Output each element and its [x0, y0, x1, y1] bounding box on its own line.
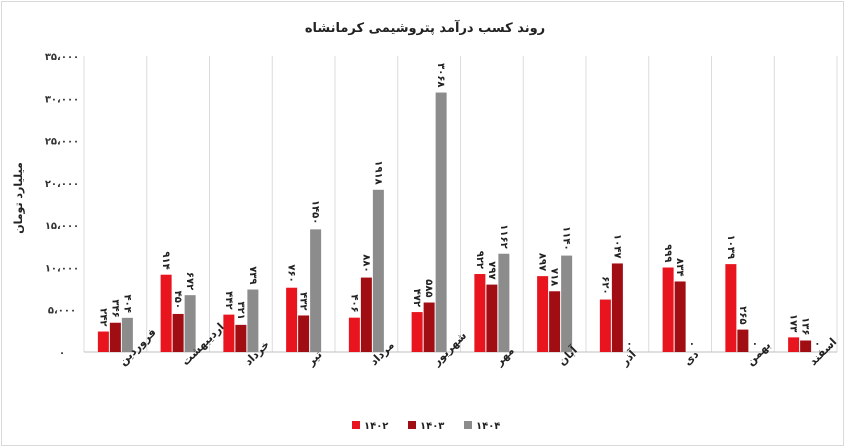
y-tick-label: ۰: [59, 348, 65, 359]
bar: [286, 287, 298, 352]
bar: [486, 284, 498, 352]
legend-label: ۱۴۰۳: [420, 421, 444, 432]
bar: [674, 281, 686, 352]
data-label: ۸۹۷: [537, 253, 548, 271]
bar: [611, 263, 623, 352]
bar: [223, 314, 235, 352]
data-label: ۳۲۱: [235, 302, 246, 320]
data-label: ۵۸۵: [423, 279, 434, 297]
bar: [184, 295, 196, 352]
bar: [247, 289, 259, 352]
data-label: ۴۷۲: [411, 289, 422, 307]
data-label: ۰: [686, 341, 697, 347]
legend-label: ۱۴۰۲: [364, 421, 388, 432]
data-label: ۴۴۲: [223, 291, 234, 309]
bar: [235, 324, 247, 352]
bar: [372, 189, 384, 352]
x-tick-label: شهریور: [429, 329, 469, 369]
plot-area: ۰ ۵،۰۰۰ ۱۰،۰۰۰ ۱۵،۰۰۰ ۲۰،۰۰۰ ۲۵،۰۰۰ ۳۰،۰۰۰ ۳۵،۰…: [45, 52, 839, 369]
data-label: ۴۰۴: [121, 295, 132, 313]
bar: [800, 340, 812, 352]
bar: [160, 274, 172, 352]
bar: [348, 317, 360, 352]
bar: [537, 276, 549, 352]
bar: [310, 229, 322, 352]
bar: [474, 274, 486, 352]
data-label: ۸۸۰: [360, 254, 371, 272]
data-label: ۰: [623, 341, 634, 347]
data-label: ۱۱۶۲: [498, 224, 509, 248]
data-label: ۲۶۵: [737, 306, 748, 324]
data-label: ۰: [749, 341, 760, 347]
y-tick-label: ۱۰،۰۰۰: [45, 263, 79, 274]
data-label: ۷۱۸: [549, 268, 560, 286]
bar: [725, 264, 737, 352]
data-label: ۴۳۲: [298, 292, 309, 310]
bar: [121, 317, 133, 352]
y-tick-label: ۳۵،۰۰۰: [45, 52, 79, 63]
data-label: ۹۲۲: [474, 251, 485, 269]
data-label: ۷۹۷: [486, 261, 497, 279]
data-label: ۰: [812, 341, 823, 347]
bar: [599, 299, 611, 352]
y-tick-label: ۲۵،۰۰۰: [45, 137, 79, 148]
bar: [411, 312, 423, 352]
data-label: ۲۴۲: [97, 308, 108, 326]
data-label: ۱۱۴۰: [561, 226, 572, 250]
legend-swatch: [464, 421, 472, 429]
data-label: ۱۹۱۸: [372, 160, 383, 184]
data-label: ۱۷۳: [788, 314, 799, 332]
bar: [97, 331, 109, 352]
bar: [435, 92, 447, 353]
data-label: ۴۵۰: [172, 291, 183, 309]
bar: [737, 329, 749, 352]
y-tick-label: ۱۵،۰۰۰: [45, 221, 79, 232]
y-tick-label: ۵،۰۰۰: [48, 306, 76, 317]
data-label: ۱۳۶: [800, 317, 811, 335]
data-label: ۷۶۰: [286, 264, 297, 282]
data-label: ۸۳۴: [674, 258, 685, 276]
data-label: ۱۰۴۷: [611, 234, 622, 258]
data-label: ۳۰۶۸: [435, 63, 446, 87]
bar: [788, 337, 800, 352]
bar: [172, 313, 184, 352]
chart-title: روند کسب درآمد پتروشیمی کرمانشاه: [305, 19, 545, 36]
data-label: ۹۹۹: [662, 244, 673, 262]
y-tick-label: ۲۰،۰۰۰: [45, 179, 79, 190]
data-label: ۳۴۶: [109, 299, 120, 317]
bar: [498, 253, 510, 352]
bar: [109, 322, 121, 352]
data-label: ۱۰۳۹: [725, 235, 736, 259]
data-label: ۶۷۲: [184, 272, 195, 290]
bar: [561, 255, 573, 352]
bar: [360, 277, 372, 352]
data-label: ۱۴۵۰: [310, 200, 321, 224]
data-label: ۶۲۰: [599, 276, 610, 294]
bar: [549, 291, 561, 352]
bar: [298, 315, 310, 352]
bar: [423, 302, 435, 352]
data-label: ۹۱۴: [160, 251, 171, 269]
legend-swatch: [352, 421, 360, 429]
legend: ۱۴۰۲ ۱۴۰۳ ۱۴۰۴: [352, 421, 500, 432]
legend-swatch: [408, 421, 416, 429]
bar: [662, 267, 674, 352]
y-axis-label: میلیارد تومان: [12, 162, 25, 234]
y-tick-label: ۳۰،۰۰۰: [45, 94, 79, 105]
data-label: ۷۳۹: [247, 266, 258, 284]
legend-label: ۱۴۰۴: [476, 421, 500, 432]
data-label: ۴۰۶: [348, 294, 359, 312]
